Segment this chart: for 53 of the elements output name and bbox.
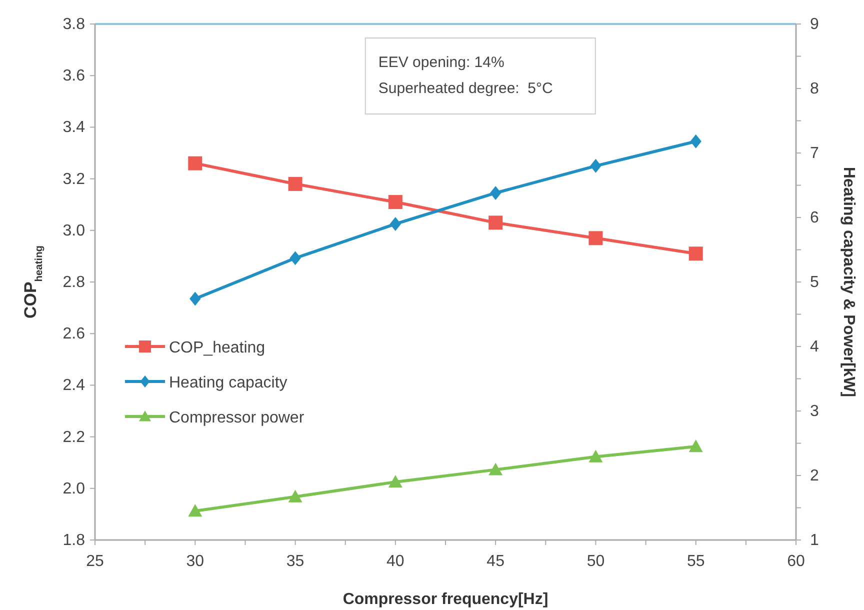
x-tick-label: 55 [686, 553, 705, 570]
x-axis-title: Compressor frequency[Hz] [342, 591, 548, 608]
y-tick-label: 3.6 [62, 68, 86, 85]
legend-label: COP_heating [169, 340, 266, 356]
y2-tick-label: 8 [810, 80, 819, 98]
y-tick-label: 2.6 [62, 326, 86, 343]
point [288, 490, 302, 502]
legend-label: Heating capacity [169, 374, 288, 392]
legend-label: Compressor power [169, 410, 305, 426]
point [690, 134, 702, 148]
x-tick-label: 60 [787, 553, 805, 570]
point [390, 216, 402, 231]
point [590, 158, 602, 173]
point [588, 450, 603, 462]
x-tick-label: 35 [286, 553, 304, 570]
y-tick-label: 2.4 [62, 377, 86, 394]
point [688, 246, 703, 261]
point [188, 504, 202, 517]
y-tick-label: 3.8 [62, 16, 86, 33]
y-tick-label: 3.4 [62, 119, 86, 136]
point [290, 251, 301, 266]
y-tick-label: 2.0 [62, 480, 86, 498]
point [288, 176, 302, 191]
y-tick-label: 3.0 [62, 222, 86, 240]
x-tick-label: 30 [186, 553, 204, 570]
y2-tick-label: 9 [810, 16, 819, 33]
y2-axis-title: Heating capacity & Power[kW] [840, 166, 857, 398]
y2-tick-label: 3 [810, 403, 819, 420]
annotation: EEV opening: 14% [378, 54, 504, 71]
point [688, 439, 703, 452]
y2-tick-label: 7 [810, 145, 819, 162]
point [388, 195, 402, 210]
y2-tick-label: 1 [810, 532, 819, 549]
x-tick-label: 50 [586, 553, 605, 570]
x-tick-label: 25 [86, 553, 104, 570]
point [188, 156, 202, 170]
point [488, 216, 503, 230]
y-tick-label: 2.8 [62, 274, 86, 291]
x-tick-label: 45 [486, 553, 505, 570]
point [388, 474, 402, 488]
annotation: Superheated degree: 5°C [378, 80, 554, 97]
y2-tick-label: 4 [810, 338, 819, 356]
point [588, 231, 603, 246]
y-tick-label: 3.2 [62, 170, 86, 188]
y2-tick-label: 6 [810, 210, 819, 226]
y2-tick-label: 2 [810, 468, 819, 484]
y-tick-label: 2.2 [62, 428, 86, 446]
point [490, 186, 502, 200]
point [190, 292, 201, 306]
y2-tick-label: 5 [810, 274, 819, 291]
x-tick-label: 40 [386, 553, 404, 570]
y-tick-label: 1.8 [62, 532, 86, 549]
point [488, 462, 503, 476]
